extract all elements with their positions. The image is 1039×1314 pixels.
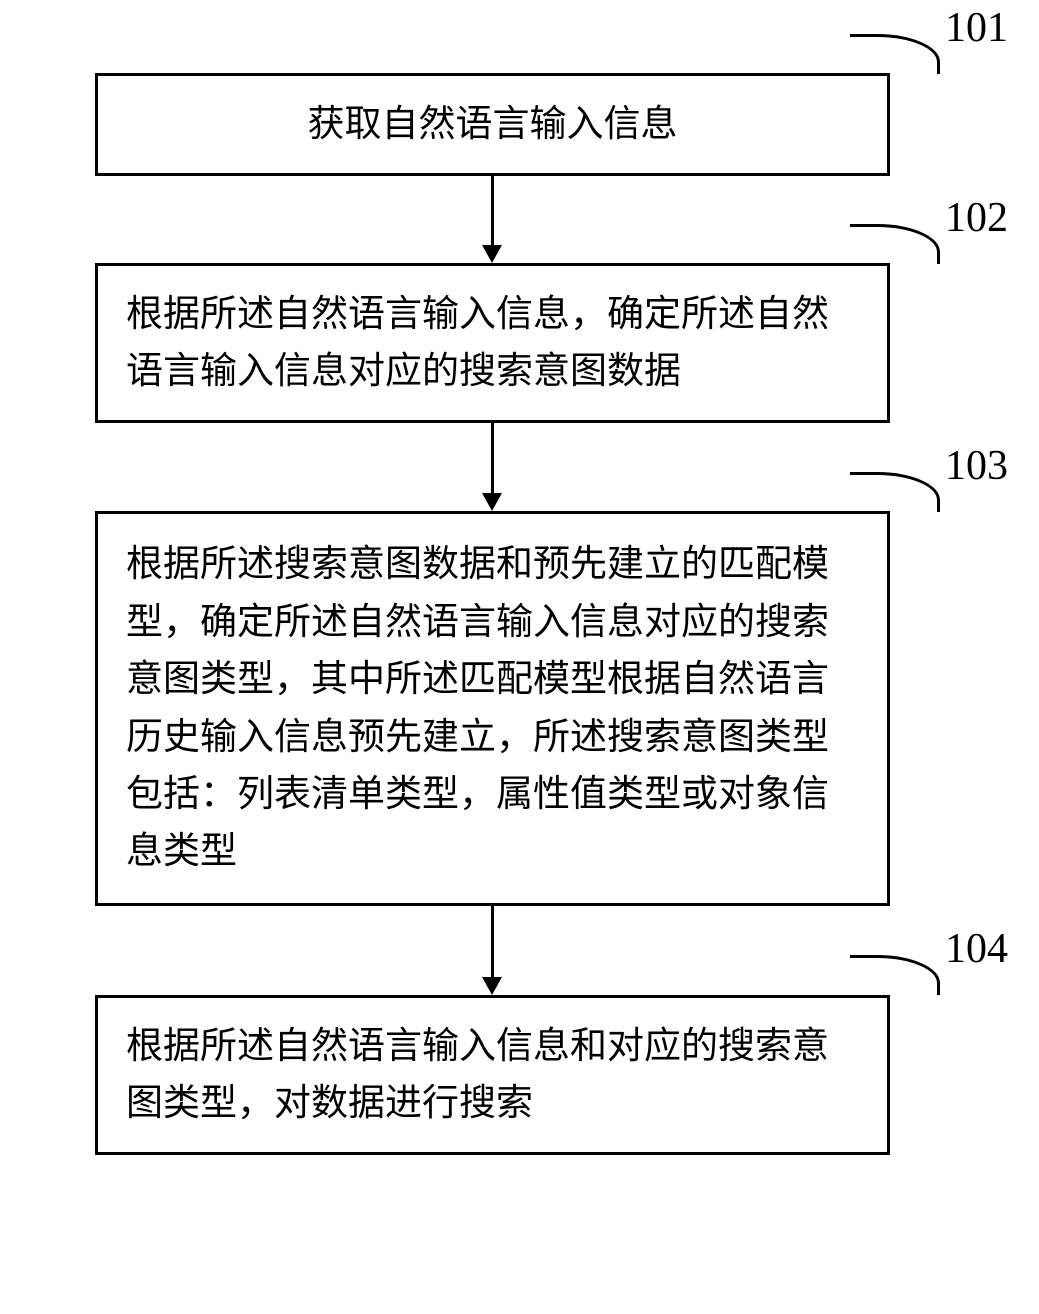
- leader-103: [850, 472, 940, 512]
- label-104: 104: [945, 925, 1008, 973]
- leader-102: [850, 224, 940, 264]
- arrow-3-4-line: [491, 906, 494, 977]
- flow-node-104-text: 根据所述自然语言输入信息和对应的搜索意图类型，对数据进行搜索: [126, 1018, 859, 1133]
- flow-node-101-text: 获取自然语言输入信息: [308, 96, 678, 153]
- arrow-2-3-line: [491, 423, 494, 493]
- label-103: 103: [945, 442, 1008, 490]
- flowchart-canvas: 获取自然语言输入信息 101 根据所述自然语言输入信息，确定所述自然语言输入信息…: [0, 0, 1039, 1314]
- flow-node-101: 获取自然语言输入信息: [95, 73, 890, 176]
- flow-node-103: 根据所述搜索意图数据和预先建立的匹配模型，确定所述自然语言输入信息对应的搜索意图…: [95, 511, 890, 906]
- arrow-1-2-line: [491, 176, 494, 245]
- leader-104: [850, 955, 940, 995]
- arrow-1-2-head: [482, 245, 502, 263]
- leader-101: [850, 34, 940, 74]
- flow-node-104: 根据所述自然语言输入信息和对应的搜索意图类型，对数据进行搜索: [95, 995, 890, 1155]
- flow-node-103-text: 根据所述搜索意图数据和预先建立的匹配模型，确定所述自然语言输入信息对应的搜索意图…: [126, 536, 859, 880]
- label-101: 101: [945, 4, 1008, 52]
- label-102: 102: [945, 194, 1008, 242]
- arrow-3-4-head: [482, 977, 502, 995]
- flow-node-102: 根据所述自然语言输入信息，确定所述自然语言输入信息对应的搜索意图数据: [95, 263, 890, 423]
- flow-node-102-text: 根据所述自然语言输入信息，确定所述自然语言输入信息对应的搜索意图数据: [126, 286, 859, 401]
- arrow-2-3-head: [482, 493, 502, 511]
